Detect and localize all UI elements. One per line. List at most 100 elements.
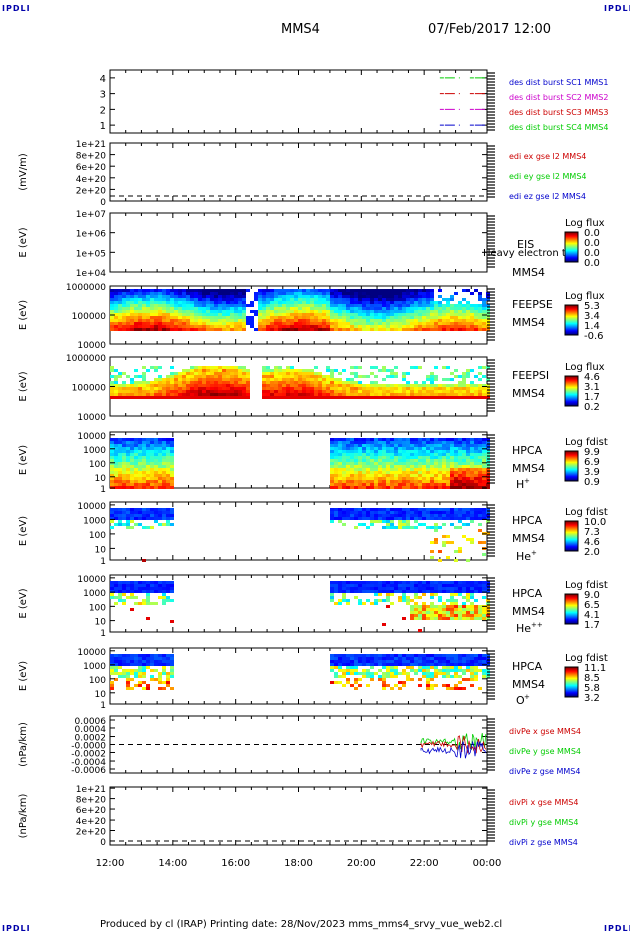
colorbar-frame	[564, 375, 579, 407]
colorbar-cell	[565, 602, 578, 604]
colorbar-cell	[565, 311, 578, 313]
species-label: He	[516, 550, 531, 563]
colorbar-cell	[565, 331, 578, 333]
colorbar-tick-label: 2.0	[584, 547, 600, 558]
y-tick-label: 0.0004	[75, 725, 107, 735]
y-tick-label: -0.0000	[71, 742, 106, 752]
colorbar-cell	[565, 477, 578, 479]
legend-entry: divPi y gse MMS4	[509, 818, 578, 827]
colorbar-tick-label: 3.9	[584, 467, 600, 478]
colorbar-cell	[565, 379, 578, 381]
panel-frame-11	[109, 786, 488, 846]
colorbar-cell	[565, 600, 578, 602]
corner-tag-top-right: IPDLI	[604, 4, 630, 13]
colorbar-title: Log fdist	[565, 437, 608, 448]
colorbar-cell	[565, 329, 578, 331]
colorbar-cell	[565, 530, 578, 532]
y-axis-label: E (eV)	[18, 588, 29, 618]
colorbar-cell	[565, 692, 578, 694]
y-axis-label: E (eV)	[18, 371, 29, 401]
colorbar-cell	[565, 387, 578, 389]
y-tick-label: 100	[89, 531, 106, 541]
corner-tag-top-left: IPDLI	[2, 4, 31, 13]
divpe-series-trace	[420, 740, 487, 759]
colorbar-cell	[565, 670, 578, 672]
colorbar-cell	[565, 257, 578, 259]
y-tick-label: 1	[100, 701, 106, 711]
colorbar-cell	[565, 538, 578, 540]
colorbar-cell	[565, 391, 578, 393]
colorbar-cell	[565, 259, 578, 261]
colorbar-cell	[565, 400, 578, 402]
colorbar-cell	[565, 679, 578, 681]
colorbar-cell	[565, 464, 578, 466]
colorbar-tick-label: 5.8	[584, 683, 600, 694]
colorbar-tick-label: 4.1	[584, 610, 600, 621]
colorbar-cell	[565, 545, 578, 547]
right-tick-strip	[487, 359, 495, 412]
colorbar-tick-label: 6.5	[584, 600, 600, 611]
y-axis-label: E (eV)	[18, 300, 29, 330]
y-tick-label: 1	[100, 629, 106, 639]
y-tick-label: 2e+20	[76, 186, 107, 196]
spacecraft-label: MMS4	[512, 532, 545, 545]
colorbar-cell	[565, 242, 578, 244]
colorbar-cell	[565, 474, 578, 476]
colorbar-cell	[565, 469, 578, 471]
spacecraft-label: MMS4	[512, 316, 545, 329]
colorbar-cell	[565, 381, 578, 383]
colorbar-cell	[565, 249, 578, 251]
spectrogram-feeps_i	[110, 366, 490, 399]
colorbar-cell	[565, 402, 578, 404]
y-tick-label: 100	[89, 676, 106, 686]
y-tick-label: 100000	[72, 384, 107, 394]
colorbar-tick-label: 1.4	[584, 321, 600, 332]
colorbar-cell	[565, 241, 578, 243]
legend-entry: edi ey gse l2 MMS4	[509, 172, 587, 181]
colorbar-cell	[565, 544, 578, 546]
instrument-label: FEEPSI	[512, 369, 549, 382]
colorbar-tick-label: 4.6	[584, 372, 600, 383]
colorbar-cell	[565, 253, 578, 255]
colorbar-cell	[565, 244, 578, 246]
colorbar-cell	[565, 252, 578, 254]
colorbar-cell	[565, 683, 578, 685]
colorbar-cell	[565, 258, 578, 260]
colorbar-cell	[565, 674, 578, 676]
colorbar-cell	[565, 239, 578, 241]
colorbar-tick-label: 1.7	[584, 620, 600, 631]
x-tick-label: 22:00	[410, 858, 439, 869]
y-tick-label: 10000	[77, 502, 106, 512]
species-charge: +	[524, 477, 530, 485]
colorbar-cell	[565, 307, 578, 309]
y-tick-label: 1000	[83, 589, 106, 599]
colorbar-cell	[565, 476, 578, 478]
x-tick-label: 14:00	[158, 858, 187, 869]
colorbar-cell	[565, 680, 578, 682]
legend-entry: des dist burst SC4 MMS4	[509, 123, 608, 132]
colorbar-cell	[565, 236, 578, 238]
colorbar-cell	[565, 617, 578, 619]
colorbar-cell	[565, 668, 578, 670]
y-tick-label: 1	[100, 557, 106, 567]
colorbar-cell	[565, 667, 578, 669]
colorbar-cell	[565, 454, 578, 456]
colorbar-cell	[565, 532, 578, 534]
colorbar-cell	[565, 380, 578, 382]
colorbar-tick-label: 0.0	[584, 258, 600, 269]
colorbar-cell	[565, 393, 578, 395]
y-tick-label: 100	[89, 603, 106, 613]
y-tick-label: 1e+05	[76, 249, 106, 259]
colorbar-cell	[565, 694, 578, 696]
legend-entry: edi ex gse l2 MMS4	[509, 152, 586, 161]
colorbar-frame	[564, 520, 579, 552]
colorbar-cell	[565, 599, 578, 601]
legend-entry: divPi x gse MMS4	[509, 798, 578, 807]
colorbar-cell	[565, 475, 578, 477]
colorbar-cell	[565, 394, 578, 396]
colorbar-cell	[565, 597, 578, 599]
instrument-label: EIS	[517, 238, 534, 251]
right-tick-strip	[487, 789, 495, 842]
colorbar-cell	[565, 539, 578, 541]
y-axis-label: (nPa/km)	[18, 794, 29, 839]
